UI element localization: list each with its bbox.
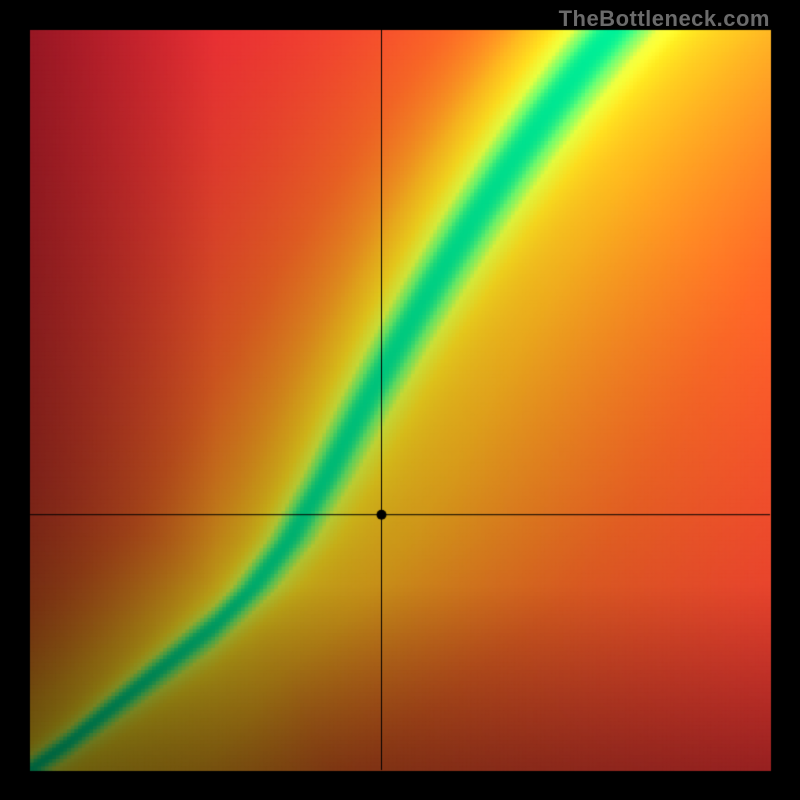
watermark-text: TheBottleneck.com (559, 6, 770, 32)
bottleneck-heatmap (0, 0, 800, 800)
chart-container: { "canvas": { "width": 800, "height": 80… (0, 0, 800, 800)
